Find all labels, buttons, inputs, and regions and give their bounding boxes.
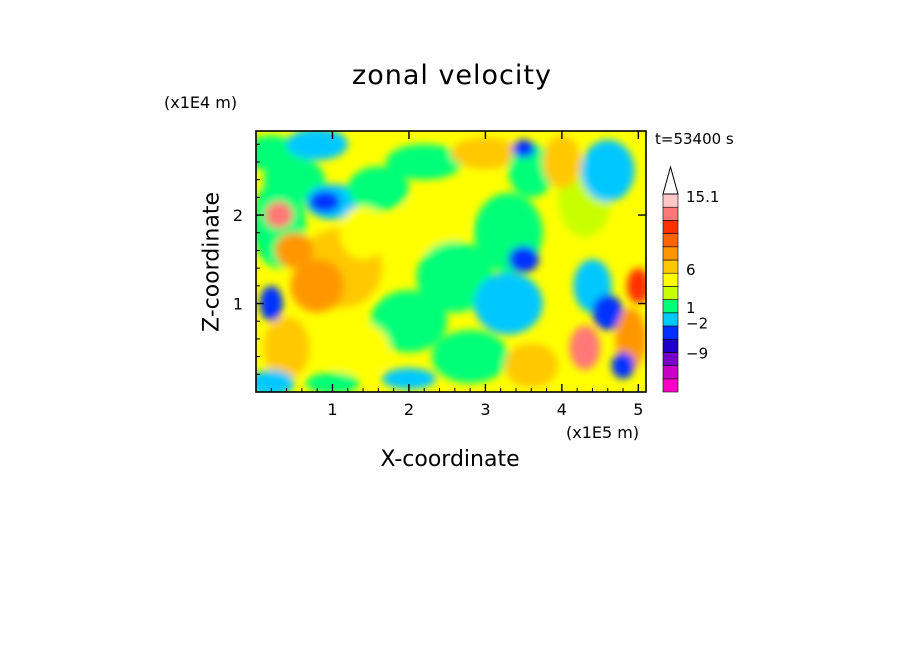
- field-blob: [321, 321, 390, 375]
- field-blob: [569, 325, 601, 370]
- x-tick-label: 5: [633, 400, 643, 419]
- field-blob: [542, 135, 581, 189]
- colorbar-swatch: [662, 259, 679, 274]
- axis-ticks: 1 2 3 4 5 1 2: [233, 131, 646, 419]
- colorbar-swatch: [662, 272, 679, 287]
- colorbar-swatch: [662, 365, 679, 380]
- field-blobs: [256, 131, 646, 392]
- plot-frame: [255, 130, 647, 393]
- field-blob: [275, 232, 314, 269]
- colorbar-label: 6: [686, 261, 696, 279]
- field-blob: [309, 191, 341, 213]
- x-axis-title: X-coordinate: [380, 447, 520, 472]
- field-blob: [451, 137, 520, 170]
- colorbar: 15.1 6 1−2 −9: [662, 165, 719, 393]
- field-blob: [305, 372, 360, 392]
- field-blob: [259, 285, 283, 322]
- colorbar-swatch: [662, 352, 679, 366]
- colorbar-swatch: [662, 233, 679, 248]
- colorbar-swatch: [662, 220, 679, 234]
- field-blob: [504, 343, 559, 388]
- colorbar-label: 1: [686, 299, 696, 317]
- x-tick-label: 3: [480, 400, 490, 419]
- velocity-field: [256, 131, 646, 392]
- colorbar-swatch: [662, 325, 679, 340]
- x-tick-label: 1: [327, 400, 337, 419]
- z-tick-label: 2: [233, 206, 243, 225]
- z-axis-unit: (x1E4 m): [164, 93, 238, 112]
- field-blob: [265, 201, 293, 229]
- colorbar-label: 15.1: [686, 188, 719, 206]
- field-blob: [290, 259, 344, 313]
- field-blob: [508, 246, 539, 273]
- field-blob: [473, 272, 543, 335]
- colorbar-swatch: [662, 286, 679, 300]
- field-blob: [256, 369, 295, 392]
- colorbar-label: −9: [686, 344, 708, 362]
- field-blob: [626, 268, 646, 304]
- field-blob: [592, 294, 624, 331]
- field-blob: [508, 144, 555, 198]
- colorbar-swatch: [662, 299, 679, 314]
- field-blob: [347, 166, 409, 211]
- colorbar-swatch: [662, 193, 679, 208]
- colorbar-swatch: [662, 338, 679, 353]
- field-blob: [386, 144, 463, 180]
- field-blob: [512, 139, 536, 158]
- chart-title: zonal velocity: [352, 60, 552, 91]
- field-blob: [382, 368, 436, 390]
- field-blob: [416, 241, 494, 313]
- x-axis-unit: (x1E5 m): [566, 423, 640, 442]
- field-blob: [370, 290, 448, 353]
- z-tick-label: 1: [233, 295, 243, 314]
- field-blob: [581, 139, 635, 202]
- field-blob: [286, 131, 348, 161]
- field-blob: [431, 330, 509, 384]
- colorbar-swatch: [662, 378, 679, 393]
- colorbar-swatch: [662, 246, 679, 261]
- colorbar-label: −2: [686, 315, 708, 333]
- field-blob: [340, 206, 387, 260]
- time-label: t=53400 s: [655, 130, 734, 148]
- colorbar-swatch: [662, 312, 679, 327]
- x-tick-label: 2: [404, 400, 414, 419]
- field-blob: [611, 352, 635, 379]
- field-blob: [397, 192, 467, 255]
- colorbar-arrow: [662, 165, 679, 195]
- x-tick-label: 4: [557, 400, 567, 419]
- colorbar-swatch: [662, 206, 679, 221]
- field-blob: [263, 316, 310, 379]
